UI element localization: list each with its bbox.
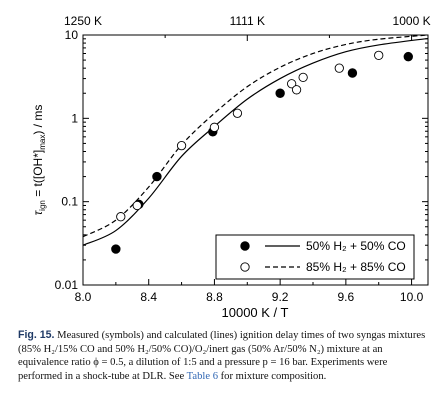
calculated-line-50-h2 [83, 38, 428, 245]
measured-point-85-h2 [375, 51, 383, 59]
measured-point-85-h2 [117, 213, 125, 221]
legend-label-series-1: 50% H₂ + 50% CO [306, 239, 406, 253]
caption-text-after-link: for mixture composition. [218, 371, 326, 382]
y-axis-max-sub: max [38, 135, 47, 150]
legend-marker-open [241, 263, 249, 271]
y-tick-label: 10 [65, 28, 79, 42]
y-axis-label: τign = t([OH*]max) / ms [31, 105, 47, 216]
top-axis-label: 1250 K [64, 14, 102, 28]
measured-point-85-h2 [292, 86, 300, 94]
y-tick-label: 1 [71, 111, 78, 125]
measured-point-50-h2 [348, 69, 356, 77]
measured-point-85-h2 [335, 64, 343, 72]
top-axis-labels: 1250 K 1111 K 1000 K [64, 14, 431, 28]
legend: 50% H₂ + 50% CO 85% H₂ + 85% CO [216, 235, 414, 279]
series-lines [83, 35, 428, 245]
y-axis-close: ) / ms [31, 105, 45, 135]
ignition-delay-chart: 8.0 8.4 8.8 9.2 9.6 10.0 0.01 0.1 1 10 1250 K 1111… [0, 0, 439, 326]
measured-point-50-h2 [404, 52, 412, 60]
measured-point-50-h2 [276, 89, 284, 97]
top-axis-label: 1111 K [230, 14, 265, 28]
measured-point-50-h2 [112, 245, 120, 253]
measured-point-85-h2 [133, 201, 141, 209]
measured-point-85-h2 [233, 109, 241, 117]
y-tick-label: 0.1 [61, 195, 78, 209]
figure-caption: Fig. 15. Measured (symbols) and calculat… [18, 329, 428, 383]
series-points [112, 51, 413, 253]
figure-label: Fig. 15. [18, 329, 55, 341]
x-tick-label: 8.8 [206, 290, 223, 304]
measured-point-50-h2 [153, 172, 161, 180]
measured-point-85-h2 [177, 141, 185, 149]
top-axis-label: 1000 K [393, 14, 431, 28]
y-axis-tau-sub: ign [38, 200, 47, 211]
measured-point-85-h2 [210, 123, 218, 131]
x-axis-label: 10000 K / T [222, 305, 289, 320]
x-tick-label: 10.0 [400, 290, 424, 304]
x-tick-label: 9.6 [338, 290, 355, 304]
measured-point-85-h2 [299, 73, 307, 81]
x-tick-label: 9.2 [272, 290, 289, 304]
x-tick-label: 8.4 [140, 290, 157, 304]
y-tick-label: 0.01 [55, 278, 79, 292]
legend-marker-filled [241, 242, 249, 250]
x-tick-label: 8.0 [75, 290, 92, 304]
legend-label-series-2: 85% H₂ + 85% CO [306, 260, 406, 274]
y-axis-eq: = t([OH*] [31, 150, 45, 200]
table-6-link[interactable]: Table 6 [187, 371, 218, 382]
